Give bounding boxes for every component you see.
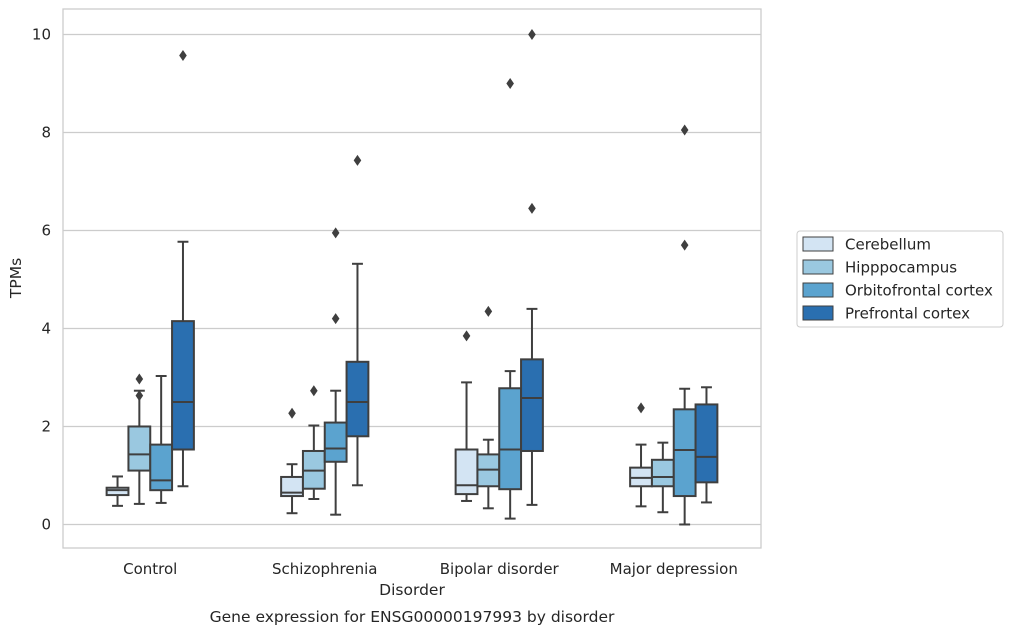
box-group <box>171 50 195 488</box>
box <box>672 408 697 498</box>
chart-caption: Gene expression for ENSG00000197993 by d… <box>210 608 615 626</box>
box-group <box>280 407 304 515</box>
outlier-point <box>179 50 187 62</box>
x-axis-label: Disorder <box>379 581 445 599</box>
box <box>520 358 544 452</box>
x-tick-label: Schizophrenia <box>272 560 377 578</box>
box-group <box>301 385 326 500</box>
legend: Cerebellum Hipppocampus Orbitofrontal cort… <box>796 230 1004 328</box>
outlier-point <box>680 124 689 136</box>
legend-swatch <box>802 282 834 298</box>
box-group <box>694 386 719 504</box>
y-tick-label: 8 <box>41 123 51 141</box>
legend-items: Cerebellum Hipppocampus Orbitofrontal cort… <box>802 236 993 323</box>
outlier-point <box>331 227 340 239</box>
box-group <box>650 441 675 514</box>
outlier-point <box>310 385 318 397</box>
box-group <box>498 77 523 520</box>
box-group <box>323 227 348 516</box>
outlier-point <box>353 154 362 166</box>
box <box>127 425 152 472</box>
plot-area-frame <box>62 8 762 549</box>
box-group <box>672 124 697 526</box>
box <box>105 486 130 497</box>
box <box>650 458 675 488</box>
y-tick-label: 6 <box>41 221 51 239</box>
y-tick-label: 4 <box>41 319 51 337</box>
outlier-point <box>484 305 493 317</box>
box-group <box>127 373 152 505</box>
box-group <box>476 305 501 510</box>
legend-label: Prefrontal cortex <box>845 305 970 323</box>
box <box>694 403 719 484</box>
outlier-point <box>528 202 536 214</box>
outlier-point <box>637 402 645 414</box>
legend-frame <box>796 230 1004 328</box>
x-tick-label: Bipolar disorder <box>440 560 560 578</box>
box-group <box>454 330 479 502</box>
x-tick-label: Major depression <box>610 560 738 578</box>
outlier-point <box>506 77 514 89</box>
outlier-point <box>288 407 296 419</box>
outlier-point <box>135 373 144 385</box>
box <box>323 421 348 463</box>
box-group <box>105 475 130 507</box>
outlier-point <box>135 390 144 402</box>
y-axis-label: TPMs <box>7 258 25 299</box>
box <box>171 320 195 451</box>
box-group <box>520 28 544 506</box>
y-tick-label: 10 <box>32 25 51 43</box>
y-axis-ticks: 0 2 4 6 8 10 <box>32 25 51 533</box>
legend-swatch <box>802 236 834 252</box>
outlier-point <box>680 239 689 251</box>
x-axis-ticks: Control Schizophrenia Bipolar disorder Majo… <box>123 560 738 578</box>
legend-swatch <box>802 259 834 275</box>
y-tick-label: 0 <box>41 515 51 533</box>
legend-label: Orbitofrontal cortex <box>845 282 993 300</box>
box-group <box>629 402 653 508</box>
box <box>498 387 523 491</box>
x-tick-label: Control <box>123 560 177 578</box>
y-tick-label: 2 <box>41 417 51 435</box>
box <box>149 443 174 492</box>
box <box>454 448 479 496</box>
outlier-point <box>528 28 536 40</box>
box-group <box>149 375 174 504</box>
box <box>345 360 370 438</box>
box-group <box>345 154 370 487</box>
outlier-point <box>331 313 340 325</box>
boxes <box>105 28 719 526</box>
legend-swatch <box>802 305 834 321</box>
legend-label: Cerebellum <box>845 236 931 254</box>
legend-label: Hipppocampus <box>845 259 957 277</box>
outlier-point <box>462 330 471 342</box>
